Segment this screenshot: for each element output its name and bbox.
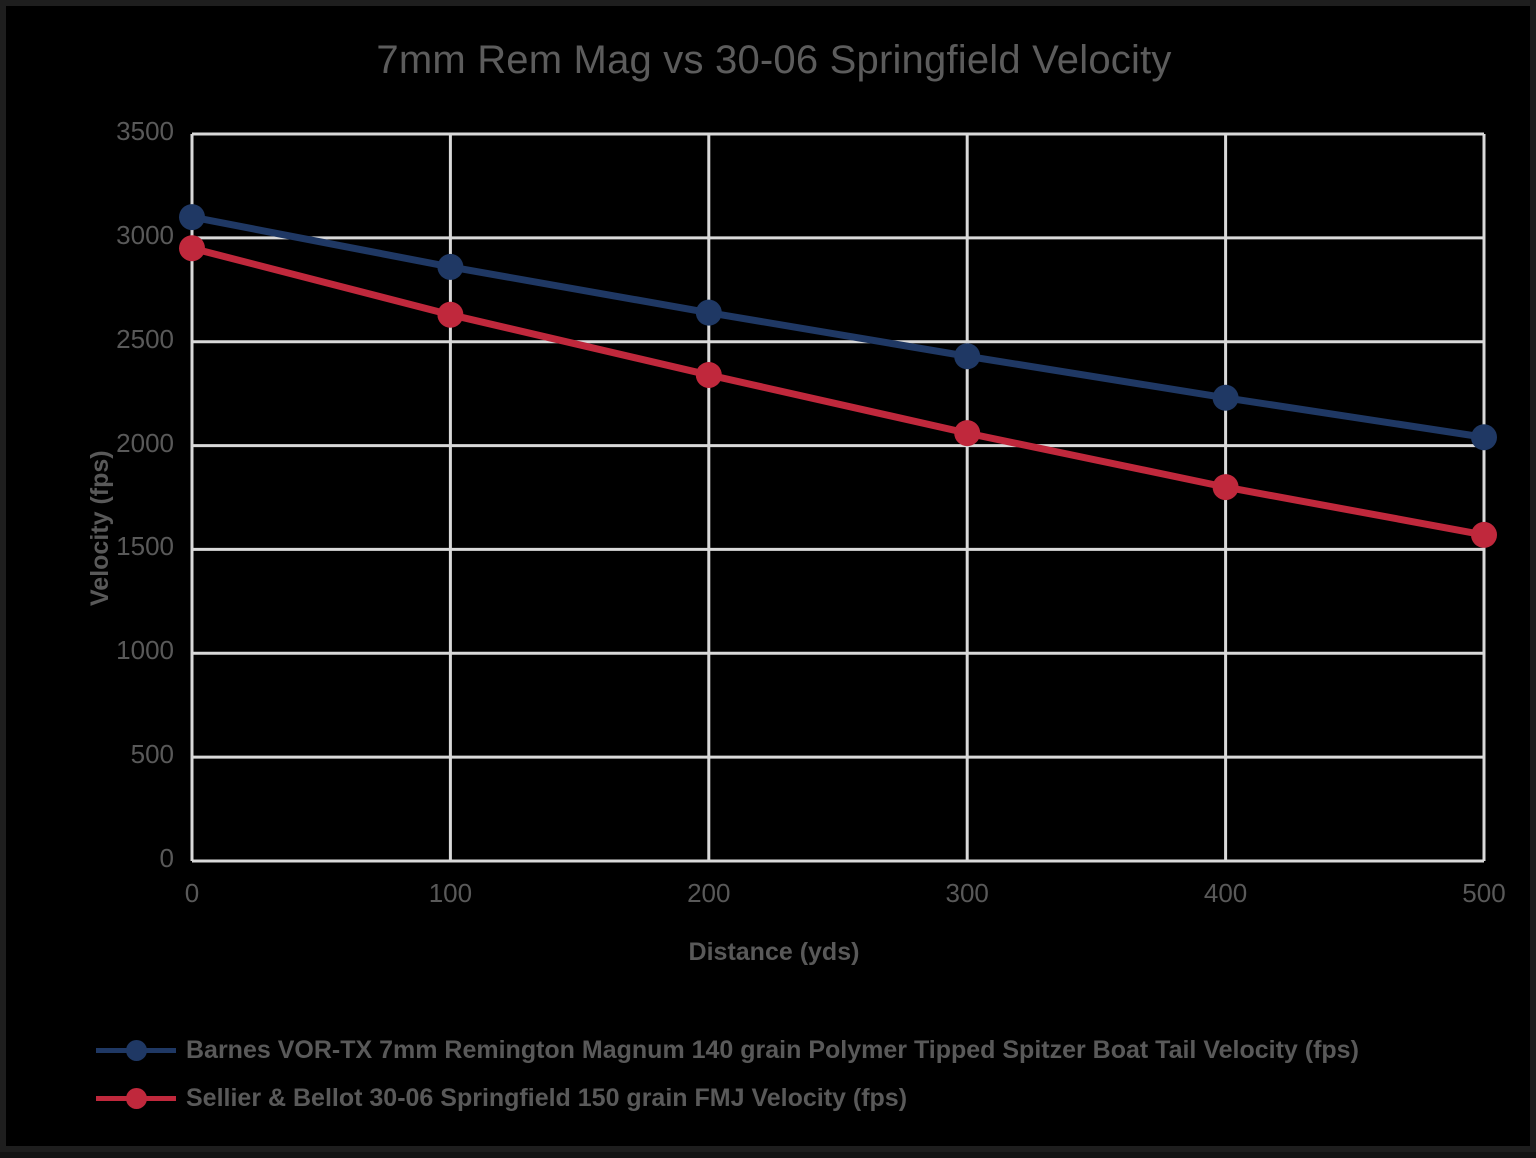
y-axis-tick-label: 500 (130, 739, 174, 770)
y-axis-tick-label: 3500 (116, 116, 174, 146)
data-point-marker[interactable] (695, 361, 722, 388)
y-axis-tick-label: 0 (159, 843, 174, 873)
chart-title: 7mm Rem Mag vs 30-06 Springfield Velocit… (376, 38, 1172, 82)
x-axis-tick-label: 500 (1462, 878, 1506, 908)
data-point-marker[interactable] (1212, 474, 1239, 501)
x-axis-tick-label: 300 (945, 878, 989, 908)
y-axis-tick-label: 2000 (116, 427, 174, 458)
data-point-marker[interactable] (1471, 521, 1497, 548)
series-layer (179, 204, 1497, 548)
legend-swatch-icon (96, 1083, 176, 1113)
x-axis-title: Distance (yds) (688, 938, 860, 966)
legend-item[interactable]: Sellier & Bellot 30-06 Springfield 150 g… (96, 1074, 1496, 1122)
y-axis-tick-label: 3000 (116, 219, 174, 250)
y-axis-tick-label: 2500 (116, 323, 174, 354)
x-axis-tick-label: 400 (1203, 878, 1248, 908)
legend-item-label: Barnes VOR-TX 7mm Remington Magnum 140 g… (186, 1035, 1359, 1064)
y-axis-title: Velocity (fps) (86, 450, 114, 606)
y-axis-tick-label: 1000 (116, 635, 174, 666)
data-point-marker[interactable] (695, 299, 722, 326)
x-axis-tick-label: 100 (428, 878, 473, 908)
data-point-marker[interactable] (954, 343, 981, 370)
data-point-marker[interactable] (1212, 384, 1239, 411)
series-line (188, 244, 1488, 539)
data-point-marker[interactable] (954, 420, 981, 447)
y-axis-tick-label: 1500 (116, 531, 174, 562)
plot-area (179, 132, 1497, 863)
x-axis-tick-label: 0 (184, 878, 200, 908)
data-point-marker[interactable] (1471, 424, 1497, 451)
data-point-marker[interactable] (179, 235, 205, 262)
legend-item[interactable]: Barnes VOR-TX 7mm Remington Magnum 140 g… (96, 1026, 1496, 1074)
series-line (188, 213, 1488, 441)
chart-legend: Barnes VOR-TX 7mm Remington Magnum 140 g… (96, 1026, 1496, 1122)
legend-swatch-icon (96, 1035, 176, 1065)
x-axis-tick-label: 200 (687, 878, 731, 908)
data-point-marker[interactable] (179, 204, 205, 231)
legend-item-label: Sellier & Bellot 30-06 Springfield 150 g… (186, 1083, 908, 1112)
data-point-marker[interactable] (437, 301, 464, 328)
data-point-marker[interactable] (437, 253, 464, 280)
